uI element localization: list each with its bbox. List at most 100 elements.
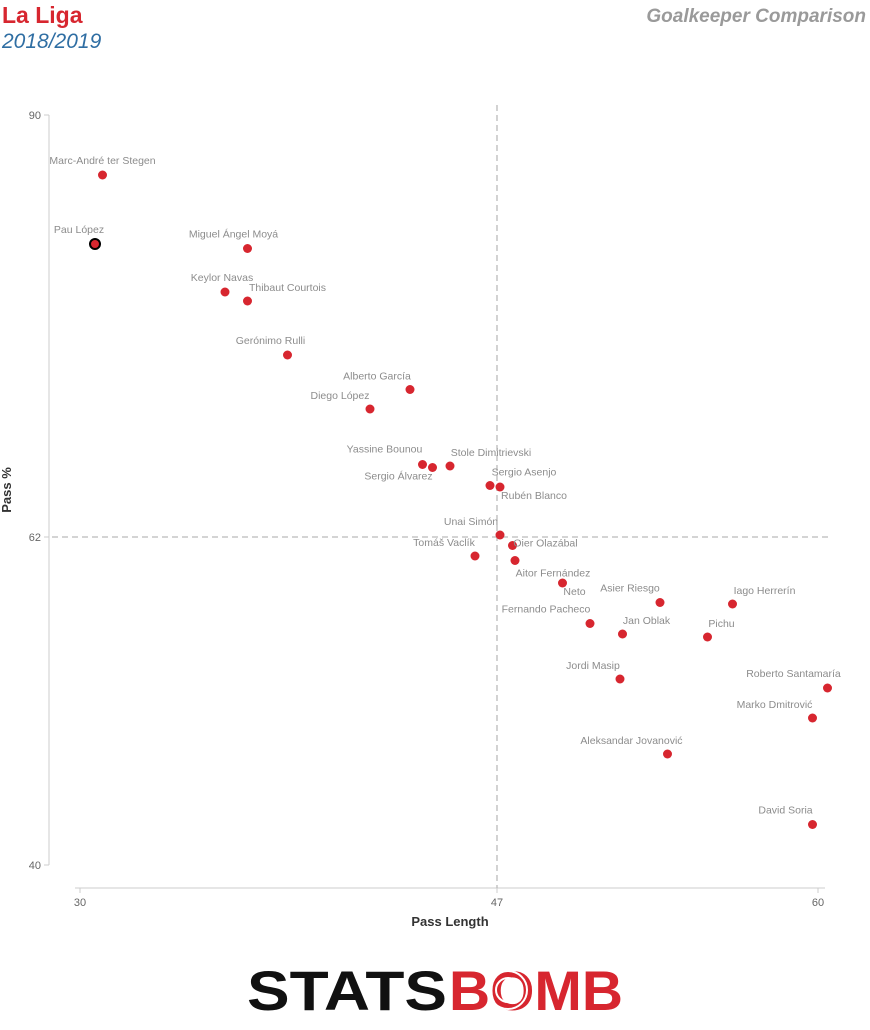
point-label: Alberto García (343, 371, 411, 383)
point-marker (663, 749, 672, 759)
point-label: Keylor Navas (191, 272, 253, 284)
point-label: Yassine Bounou (347, 444, 423, 456)
point-label: Neto (563, 586, 585, 598)
point-label: Roberto Santamaría (746, 668, 841, 680)
data-point: Pichu (703, 618, 735, 642)
point-label: Aleksandar Jovanović (580, 735, 682, 747)
chart-subtitle: Goalkeeper Comparison (646, 6, 866, 27)
point-marker (283, 350, 292, 360)
point-label: Stole Dimitrievski (451, 447, 532, 459)
data-point: Sergio Álvarez (364, 463, 437, 483)
point-label: Sergio Álvarez (364, 470, 432, 483)
point-marker (365, 404, 375, 414)
data-point: Marc-André ter Stegen (49, 155, 156, 180)
point-label: Pau López (54, 224, 104, 236)
data-point: Jordi Masip (566, 660, 625, 684)
data-point: Alberto García (343, 371, 415, 394)
statsbomb-logo: STATS BOMB (247, 962, 623, 1014)
point-marker (703, 632, 712, 642)
point-label: Oier Olazábal (513, 538, 577, 550)
data-point: Iago Herrerín (728, 585, 796, 609)
data-point: Gerónimo Rulli (236, 335, 305, 360)
point-marker (470, 551, 480, 561)
data-point: Unai Simón (444, 516, 505, 540)
point-label: Fernando Pacheco (502, 604, 591, 616)
point-label: Aitor Fernández (516, 568, 591, 580)
point-label: Miguel Ángel Moyá (189, 228, 278, 241)
point-marker (558, 578, 567, 588)
point-label: Rubén Blanco (501, 490, 567, 502)
point-marker (615, 674, 625, 684)
reference-lines (52, 105, 832, 888)
point-marker (808, 820, 817, 829)
data-point: Marko Dmitrović (737, 699, 817, 723)
data-points: Marc-André ter Stegen Pau López Miguel Áng… (49, 155, 841, 829)
data-point: Oier Olazábal (508, 538, 578, 550)
point-marker (243, 296, 252, 306)
data-point: Fernando Pacheco (502, 604, 595, 628)
point-marker (495, 482, 505, 492)
y-tick-label: 90 (29, 110, 41, 122)
x-tick-label: 47 (491, 897, 503, 909)
logo-bomb-text: BOMB (449, 962, 623, 1014)
point-marker (445, 461, 455, 471)
point-marker (405, 385, 415, 394)
point-label: David Soria (758, 805, 812, 817)
point-label: Iago Herrerín (734, 585, 796, 597)
logo-stats-text: STATS (247, 962, 447, 1014)
scatter-chart: 40 62 90 30 47 60 Marc-André ter Stegen Pau Ló… (0, 105, 841, 929)
point-label: Marc-André ter Stegen (49, 155, 155, 167)
data-point: Asier Riesgo (600, 583, 665, 607)
y-tick-label: 62 (29, 532, 41, 544)
y-tick-label: 40 (29, 860, 41, 872)
data-point: Pau López (54, 224, 104, 250)
point-marker (655, 598, 665, 607)
data-point: Stole Dimitrievski (445, 447, 532, 471)
point-marker (808, 713, 817, 723)
point-marker (618, 629, 627, 639)
point-label: Marko Dmitrović (737, 699, 813, 711)
axes: 40 62 90 30 47 60 (29, 110, 825, 909)
data-point: Tomáš Vaclík (413, 537, 480, 561)
y-axis-label: Pass % (0, 467, 14, 513)
point-label: Unai Simón (444, 516, 498, 528)
point-marker (418, 460, 427, 469)
data-point: Sergio Asenjo (485, 467, 557, 490)
x-tick-label: 60 (812, 897, 824, 909)
target-icon (488, 970, 528, 1010)
data-point: Roberto Santamaría (746, 668, 841, 693)
data-point: Neto (558, 578, 586, 598)
point-marker (98, 170, 107, 180)
data-point: Aitor Fernández (510, 556, 591, 580)
point-label: Asier Riesgo (600, 583, 660, 595)
data-point: Diego López (311, 390, 375, 414)
league-title: La Liga (2, 2, 83, 28)
point-label: Gerónimo Rulli (236, 335, 305, 347)
point-marker (728, 599, 737, 609)
point-marker (510, 556, 520, 565)
point-marker (428, 463, 437, 472)
data-point: Rubén Blanco (495, 482, 567, 502)
data-point: Miguel Ángel Moyá (189, 228, 278, 253)
point-marker (243, 244, 252, 253)
x-axis-label: Pass Length (411, 914, 488, 929)
point-marker (823, 683, 832, 693)
point-label: Pichu (708, 618, 734, 630)
point-label: Sergio Asenjo (492, 467, 557, 479)
season-label: 2018/2019 (2, 30, 102, 53)
point-label: Tomáš Vaclík (413, 537, 475, 549)
point-label: Jan Oblak (623, 615, 671, 627)
data-point: Thibaut Courtois (243, 282, 326, 306)
point-marker (495, 530, 505, 540)
data-point: Yassine Bounou (347, 444, 427, 469)
data-point: David Soria (758, 805, 817, 829)
data-point: Keylor Navas (191, 272, 253, 297)
point-marker (508, 541, 517, 550)
point-marker (220, 287, 230, 297)
point-marker (89, 238, 101, 250)
point-marker (585, 619, 595, 628)
data-point: Aleksandar Jovanović (580, 735, 683, 759)
point-label: Thibaut Courtois (249, 282, 326, 294)
data-point: Jan Oblak (618, 615, 671, 639)
point-label: Jordi Masip (566, 660, 620, 672)
